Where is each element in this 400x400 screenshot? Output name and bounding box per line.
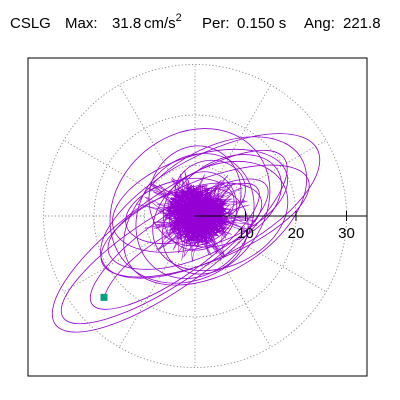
angle-label: Ang:	[304, 15, 335, 32]
period-label: Per:	[202, 15, 230, 32]
axis-tick-label: 10	[237, 225, 254, 242]
max-unit-exponent: 2	[175, 12, 182, 24]
trace-loop	[100, 133, 321, 279]
trace-loop	[135, 153, 255, 279]
period-value: 0.150 s	[237, 15, 287, 32]
max-label: Max:	[65, 15, 98, 32]
peak-marker-group	[100, 235, 165, 301]
axis-tick-label: 20	[288, 225, 305, 242]
angle-value: 221.8	[343, 15, 381, 32]
trace-loop	[123, 136, 308, 286]
plot-header: CSLG Max: 31.8 cm/s2 Per: 0.150 s Ang: 2…	[0, 0, 400, 44]
max-unit: cm/s2	[144, 12, 182, 33]
trace-loop	[148, 145, 242, 247]
trace-to-peak	[103, 235, 165, 298]
trace-loop	[51, 149, 288, 333]
radial-axis: 10 20 30	[195, 211, 367, 242]
trace-loop	[60, 178, 269, 325]
motion-trace	[51, 128, 321, 333]
axis-tick-label: 30	[338, 225, 355, 242]
trace-loop	[89, 182, 260, 310]
station-code: CSLG	[10, 15, 51, 32]
max-value: 31.8	[112, 15, 142, 32]
trace-loop	[100, 164, 310, 278]
peak-marker	[100, 293, 108, 301]
max-unit-base: cm/s	[144, 15, 176, 32]
trace-mid	[135, 170, 258, 262]
